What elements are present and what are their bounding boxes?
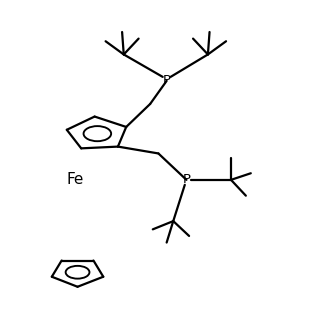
Text: P: P	[182, 173, 190, 186]
Text: P: P	[163, 74, 171, 87]
Text: Fe: Fe	[66, 172, 83, 187]
